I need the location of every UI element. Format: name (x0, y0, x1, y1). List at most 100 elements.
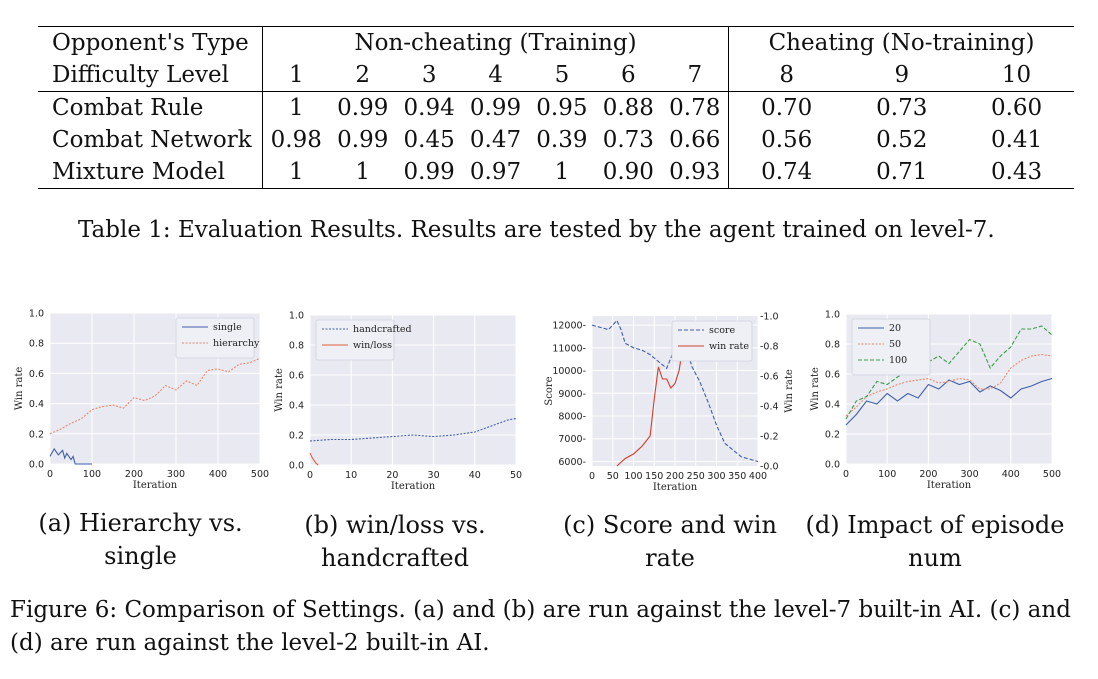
x-tick-label: 250 (687, 471, 705, 482)
table-cell: 1 (262, 91, 330, 124)
table-row-combat-rule: Combat Rule 1 0.99 0.94 0.99 0.95 0.88 0… (38, 91, 1074, 124)
legend-label: 20 (889, 323, 901, 334)
level-cell: 5 (554, 62, 570, 88)
table-cell: 1 (528, 156, 596, 189)
legend-box (671, 320, 753, 362)
y-tick-label: 1.0 (29, 309, 44, 320)
subcaption-a-line2: single (104, 542, 177, 570)
table-cell: 0.93 (661, 156, 730, 189)
x-tick-label: 500 (1043, 469, 1061, 480)
series-line-win-loss (309, 452, 319, 466)
y2-tick-label: -0.2 (760, 432, 779, 443)
subcaption-b: (b) win/loss vs. handcrafted (280, 509, 510, 575)
table-cell: 0.39 (536, 127, 588, 153)
chart-episode-num: 0.0 0.2 0.4 0.6 0.8 1.0 0 100 200 300 400 500 Iterat… (810, 310, 1061, 492)
x-tick-label: 500 (251, 469, 269, 480)
table-cell: 0.71 (844, 156, 960, 189)
subcaption-a-line1: (a) Hierarchy vs. (38, 509, 243, 537)
table-row-mixture-model: Mixture Model 1 1 0.99 0.97 1 0.90 0.93 … (38, 156, 1074, 189)
table-cell: 0.47 (469, 127, 522, 153)
x-tick-label: 0 (589, 471, 595, 482)
y2-tick-label: -0.4 (760, 402, 779, 413)
y-tick-label: 0.4 (825, 400, 840, 411)
x-tick-label: 10 (345, 470, 357, 481)
table-header-row-opponent: Opponent's Type Non-cheating (Training) … (38, 26, 1074, 59)
subcaption-b-line2: handcrafted (321, 544, 469, 572)
y-tick-label: 0.2 (289, 431, 304, 442)
table-cell: 0.97 (462, 156, 529, 189)
table-cell: 0.52 (876, 127, 928, 153)
y-tick-label: 1.0 (289, 311, 304, 322)
y-tick-label: 0.0 (825, 460, 840, 471)
subcaption-b-line1: (b) win/loss vs. (304, 511, 486, 539)
y-axis-label: Win rate (810, 367, 821, 411)
y-tick-label: 0.4 (289, 401, 304, 412)
y-axis-label: Score (544, 376, 555, 405)
subcaption-c: (c) Score and win rate (552, 509, 788, 575)
table-cell: 0.88 (595, 91, 662, 124)
x-tick-label: 100 (878, 469, 896, 480)
x-tick-label: 150 (645, 471, 663, 482)
subcaption-c-line1: (c) Score and win (563, 511, 777, 539)
x-tick-label: 200 (919, 469, 937, 480)
row-label: Combat Rule (38, 91, 263, 124)
series-line-20 (845, 377, 1053, 426)
legend-label: hierarchy (213, 338, 260, 349)
y-tick-label: 0.2 (825, 430, 840, 441)
subcaption-c-line2: rate (645, 544, 695, 572)
level-cell: 9 (894, 62, 910, 88)
x-tick-label: 200 (125, 469, 143, 480)
x-tick-label: 50 (607, 471, 619, 482)
legend-box (315, 319, 395, 361)
legend-label: single (213, 322, 242, 333)
y2-tick-label: -0.8 (760, 342, 779, 353)
table-cell: 0.74 (728, 156, 845, 189)
y-tick-label: 8000- (558, 412, 586, 423)
y-tick-label: 7000- (558, 434, 586, 445)
chart-winloss-vs-handcrafted: 0.0 0.2 0.4 0.6 0.8 1.0 0 10 20 30 40 50 Iteration Wi… (274, 311, 522, 493)
y-tick-label: 0.0 (289, 461, 304, 472)
table-cell: 0.45 (403, 127, 455, 153)
evaluation-table: Opponent's Type Non-cheating (Training) … (38, 26, 1074, 189)
legend-label: win/loss (353, 340, 392, 351)
header-non-cheating: Non-cheating (Training) (262, 26, 730, 59)
subcaption-a: (a) Hierarchy vs. single (18, 507, 263, 573)
level-cell: 6 (620, 62, 636, 88)
y-tick-label: 0.6 (29, 369, 44, 380)
level-cell: 8 (779, 62, 795, 88)
x-tick-label: 350 (728, 471, 746, 482)
level-cell: 1 (288, 62, 304, 88)
header-cheating: Cheating (No-training) (728, 26, 1074, 59)
chart-hierarchy-vs-single: 0.0 0.2 0.4 0.6 0.8 1.0 0 100 200 300 400 500 Iterat… (14, 309, 269, 492)
x-tick-label: 30 (428, 470, 440, 481)
table-cell: 0.73 (844, 91, 960, 124)
legend-box (175, 317, 255, 359)
y-tick-label: 12000- (552, 321, 586, 332)
series-line-single (49, 447, 92, 465)
chart-score-and-winrate: 6000- 7000- 8000- 9000- 10000- 11000- 12000- 0 5… (544, 312, 795, 494)
level-cell: 7 (661, 59, 730, 92)
legend-box (851, 318, 931, 376)
y-tick-label: 9000- (558, 389, 586, 400)
x-axis-label: Iteration (653, 482, 698, 493)
x-tick-label: 300 (167, 469, 185, 480)
y2-tick-label: -0.0 (760, 462, 779, 473)
table-cell: 0.66 (661, 124, 730, 156)
legend-label: score (709, 325, 735, 336)
x-tick-label: 50 (510, 470, 522, 481)
x-tick-label: 300 (961, 469, 979, 480)
level-cell: 2 (355, 62, 371, 88)
y-tick-label: 0.0 (29, 460, 44, 471)
x-axis-label: Iteration (133, 480, 178, 491)
table-cell: 0.99 (329, 91, 396, 124)
subcaption-d-line1: (d) Impact of episode (805, 511, 1065, 539)
table-cell: 1 (329, 156, 396, 189)
x-tick-label: 20 (386, 470, 398, 481)
x-tick-label: 300 (707, 471, 725, 482)
table-cell: 0.56 (761, 127, 813, 153)
y2-tick-label: -1.0 (760, 312, 779, 323)
series-line-handcrafted (309, 417, 517, 442)
subcaption-d-line2: num (908, 544, 962, 572)
table-cell: 0.99 (395, 156, 463, 189)
header-opponent-type: Opponent's Type (38, 26, 263, 59)
